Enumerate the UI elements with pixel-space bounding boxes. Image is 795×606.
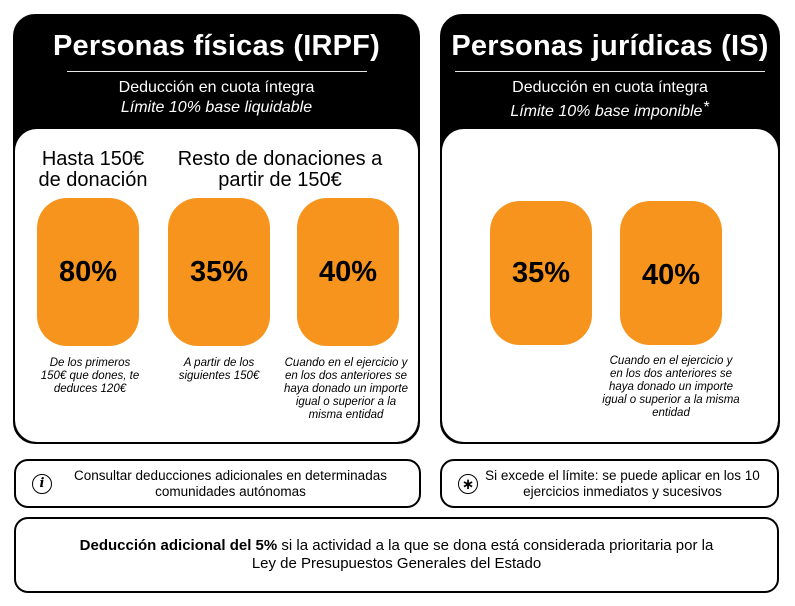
irpf-limit: Límite 10% base liquidable — [120, 99, 313, 116]
is-header: Personas jurídicas (IS) Deducción en cuo… — [442, 16, 778, 121]
is-subtitle: Deducción en cuota íntegra — [512, 79, 708, 96]
is-limit: Límite 10% base imponible — [510, 103, 703, 120]
irpf-title: Personas físicas (IRPF) — [53, 30, 380, 62]
asterisk-text: Si excede el límite: se puede aplicar en… — [485, 467, 760, 499]
irpf-pill-35: 35% — [168, 198, 270, 346]
is-card: Personas jurídicas (IS) Deducción en cuo… — [440, 14, 780, 444]
info-box: i Consultar deducciones adicionales en d… — [14, 459, 421, 508]
is-asterisk: * — [703, 99, 710, 116]
irpf-pill-40: 40% — [297, 198, 399, 346]
is-limit-line: Límite 10% base imponible* — [442, 99, 778, 121]
irpf-heading-first: Hasta 150€ de donación — [38, 148, 148, 191]
asterisk-box: ∗ Si excede el límite: se puede aplicar … — [440, 459, 779, 508]
bottom-box: Deducción adicional del 5% si la activid… — [14, 517, 779, 593]
irpf-note-80: De los primeros 150€ que dones, te deduc… — [40, 357, 140, 395]
irpf-card: Personas físicas (IRPF) Deducción en cuo… — [13, 14, 420, 444]
is-note-40: Cuando en el ejercicio y en los dos ante… — [602, 355, 740, 419]
irpf-title-divider — [66, 71, 367, 72]
irpf-note-40: Cuando en el ejercicio y en los dos ante… — [283, 357, 409, 421]
irpf-body: Hasta 150€ de donación Resto de donacion… — [15, 129, 418, 442]
is-pill-35: 35% — [490, 201, 592, 345]
bottom-text: Deducción adicional del 5% si la activid… — [16, 537, 777, 573]
bottom-rest: si la actividad a la que se dona está co… — [251, 537, 714, 572]
irpf-header: Personas físicas (IRPF) Deducción en cuo… — [15, 16, 418, 117]
is-title-divider — [455, 71, 765, 72]
is-body: 35% 40% Cuando en el ejercicio y en los … — [442, 129, 778, 442]
irpf-heading-rest: Resto de donaciones a partir de 150€ — [177, 148, 383, 191]
irpf-subtitle: Deducción en cuota íntegra — [118, 79, 315, 96]
asterisk-icon: ∗ — [458, 473, 478, 494]
is-pill-40: 40% — [620, 201, 722, 345]
bottom-bold: Deducción adicional del 5% — [79, 537, 278, 554]
is-title: Personas jurídicas (IS) — [451, 30, 769, 62]
info-icon: i — [32, 473, 52, 494]
info-text: Consultar deducciones adicionales en det… — [74, 467, 387, 499]
irpf-pill-80: 80% — [37, 198, 139, 346]
irpf-note-35: A partir de los siguientes 150€ — [178, 357, 260, 382]
